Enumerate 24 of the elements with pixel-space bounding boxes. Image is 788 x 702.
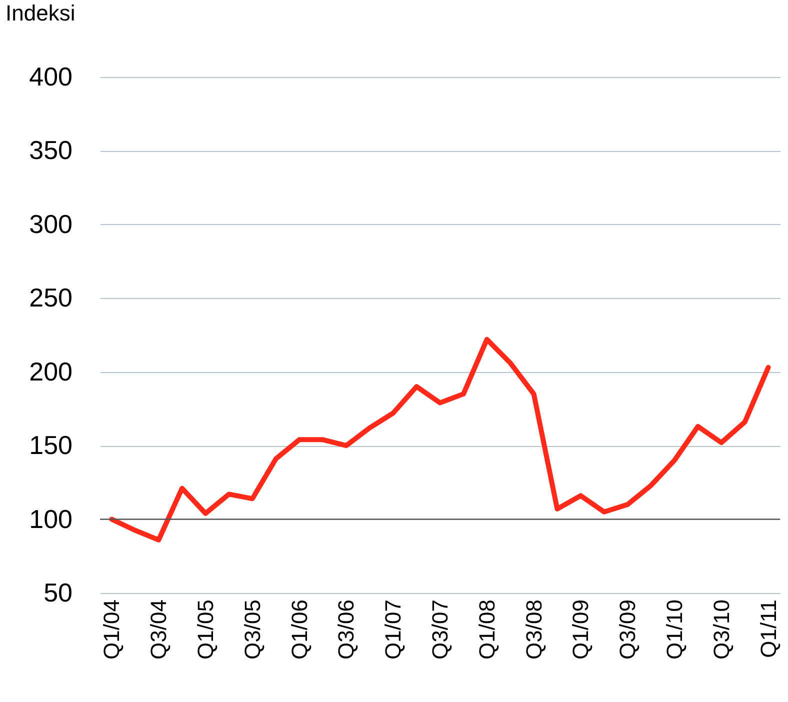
y-tick-label: 400 <box>29 62 72 92</box>
x-tick-label: Q1/08 <box>474 600 500 660</box>
y-tick-label: 50 <box>44 578 72 608</box>
x-tick-label: Q3/07 <box>428 600 452 660</box>
x-tick-label: Q3/10 <box>708 600 734 660</box>
x-tick-label: Q3/09 <box>615 600 640 660</box>
x-tick-label: Q3/06 <box>334 600 359 660</box>
x-tick-label: Q3/05 <box>240 600 265 660</box>
y-tick-label: 350 <box>29 135 72 166</box>
x-tick-label: Q1/09 <box>568 600 594 660</box>
x-tick-label: Q1/10 <box>662 600 687 660</box>
y-tick-label: 200 <box>29 356 72 386</box>
x-tick-label: Q1/07 <box>380 600 406 660</box>
y-axis-title: Indeksi <box>6 0 76 26</box>
x-tick-label: Q1/04 <box>99 600 124 660</box>
y-tick-label: 150 <box>29 430 72 460</box>
y-tick-label: 300 <box>29 208 72 239</box>
y-tick-label: 100 <box>29 504 72 534</box>
x-tick-label: Q3/04 <box>146 600 172 660</box>
x-tick-label: Q1/05 <box>193 600 218 660</box>
y-tick-label: 250 <box>29 282 72 313</box>
x-tick-label: Q1/06 <box>286 600 312 660</box>
x-tick-label: Q3/08 <box>521 600 546 660</box>
x-tick-label: Q1/11 <box>756 600 781 658</box>
